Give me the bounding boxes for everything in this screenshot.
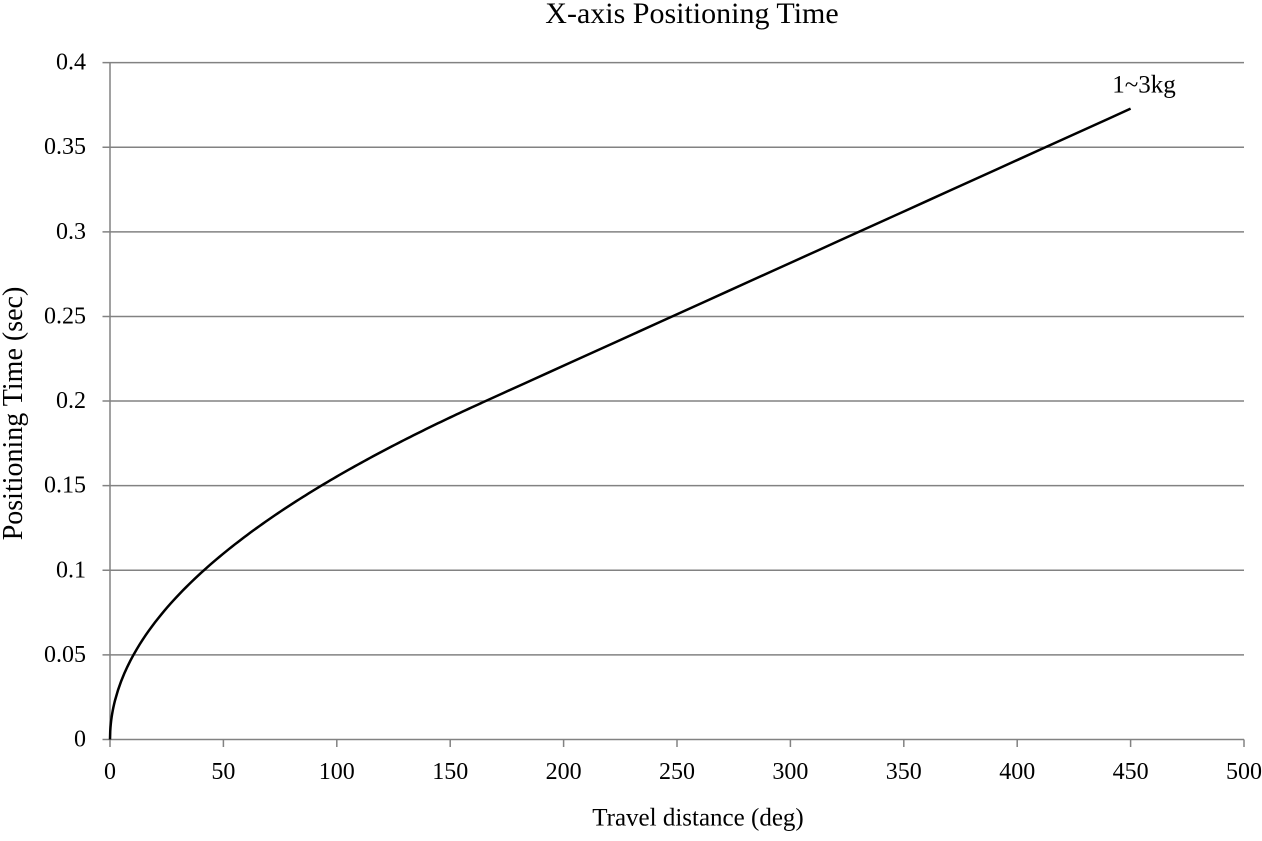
- svg-text:400: 400: [999, 759, 1035, 785]
- svg-text:500: 500: [1226, 759, 1262, 785]
- svg-text:0.2: 0.2: [56, 388, 86, 414]
- svg-text:250: 250: [659, 759, 695, 785]
- svg-text:0.4: 0.4: [56, 50, 86, 76]
- svg-text:0.1: 0.1: [56, 557, 86, 583]
- svg-text:300: 300: [772, 759, 808, 785]
- svg-text:450: 450: [1113, 759, 1149, 785]
- svg-text:1~3kg: 1~3kg: [1112, 71, 1176, 98]
- svg-text:350: 350: [886, 759, 922, 785]
- svg-text:0.3: 0.3: [56, 219, 86, 245]
- svg-text:0.05: 0.05: [44, 642, 86, 668]
- svg-text:0.35: 0.35: [44, 134, 86, 160]
- svg-text:50: 50: [211, 759, 235, 785]
- svg-text:Positioning Time (sec): Positioning Time (sec): [0, 287, 29, 541]
- svg-text:150: 150: [432, 759, 468, 785]
- svg-text:100: 100: [319, 759, 355, 785]
- svg-text:Travel distance (deg): Travel distance (deg): [592, 805, 804, 832]
- svg-text:X-axis Positioning Time: X-axis Positioning Time: [545, 0, 838, 30]
- svg-text:0: 0: [74, 727, 86, 753]
- svg-text:0.25: 0.25: [44, 303, 86, 329]
- svg-text:0.15: 0.15: [44, 473, 86, 499]
- svg-text:200: 200: [546, 759, 582, 785]
- svg-text:0: 0: [104, 759, 116, 785]
